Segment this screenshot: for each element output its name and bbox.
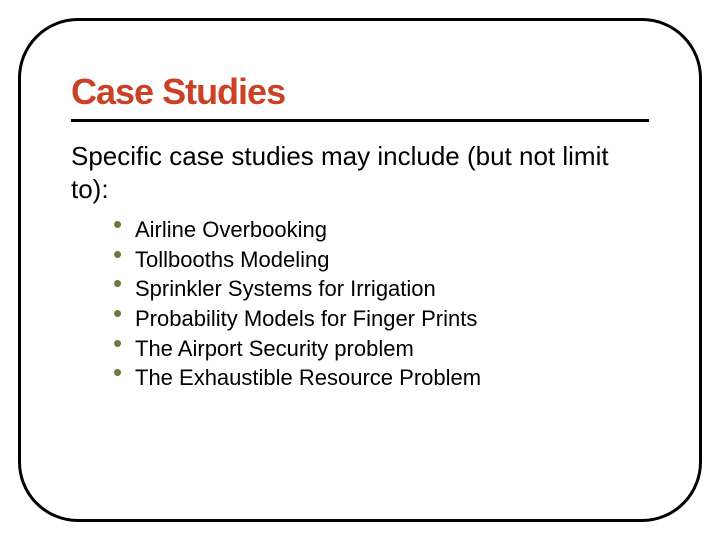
- list-item: Probability Models for Finger Prints: [113, 304, 649, 334]
- slide: Case Studies Specific case studies may i…: [0, 0, 720, 540]
- slide-title: Case Studies: [71, 71, 649, 113]
- list-item: Tollbooths Modeling: [113, 245, 649, 275]
- list-item: The Airport Security problem: [113, 334, 649, 364]
- list-item: Sprinkler Systems for Irrigation: [113, 274, 649, 304]
- list-item: Airline Overbooking: [113, 215, 649, 245]
- slide-frame: Case Studies Specific case studies may i…: [18, 18, 702, 522]
- title-underline: [71, 119, 649, 122]
- bullet-list: Airline Overbooking Tollbooths Modeling …: [71, 215, 649, 393]
- list-item: The Exhaustible Resource Problem: [113, 363, 649, 393]
- slide-intro-text: Specific case studies may include (but n…: [71, 140, 649, 205]
